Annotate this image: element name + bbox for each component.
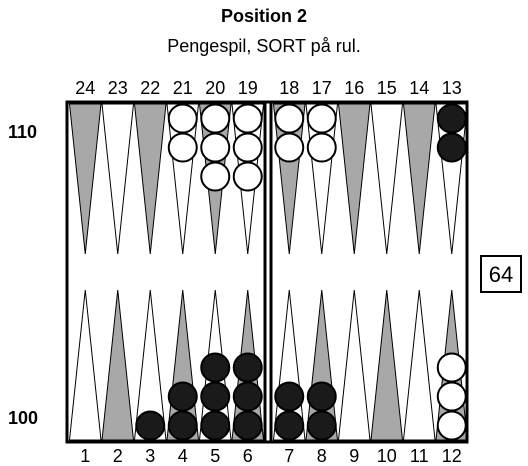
point-label-bottom: 1	[80, 446, 90, 466]
black-checker[interactable]	[167, 410, 198, 441]
position-subtitle: Pengespil, SORT på rul.	[167, 36, 361, 56]
white-checker[interactable]	[232, 103, 263, 134]
point-label-top: 23	[108, 78, 128, 98]
point-triangle-23[interactable]	[101, 103, 135, 255]
cube-box	[480, 255, 522, 293]
point-label-bottom: 6	[243, 446, 253, 466]
black-checker[interactable]	[135, 410, 166, 441]
board-frame	[65, 100, 469, 444]
white-checker[interactable]	[200, 132, 231, 163]
doubling-cube[interactable]: 64	[480, 255, 522, 293]
black-checker[interactable]	[436, 132, 467, 163]
black-checker[interactable]	[274, 410, 305, 441]
point-label-bottom: 7	[284, 446, 294, 466]
point-label-top: 21	[173, 78, 193, 98]
bottom-pip-count: 100	[8, 408, 38, 428]
black-checker[interactable]	[200, 352, 231, 383]
black-checker[interactable]	[274, 381, 305, 412]
point-label-top: 16	[344, 78, 364, 98]
checkers-layer	[135, 103, 467, 441]
point-label-top: 18	[279, 78, 299, 98]
top-pip-count: 110	[8, 122, 37, 142]
point-label-top: 24	[75, 78, 95, 98]
point-label-bottom: 4	[178, 446, 188, 466]
point-label-bottom: 5	[210, 446, 220, 466]
white-checker[interactable]	[167, 103, 198, 134]
point-triangle-24[interactable]	[68, 103, 102, 255]
point-label-bottom: 12	[442, 446, 462, 466]
point-triangle-15[interactable]	[370, 103, 404, 255]
point-label-bottom: 3	[145, 446, 155, 466]
black-checker[interactable]	[167, 381, 198, 412]
point-label-top: 13	[442, 78, 462, 98]
point-label-bottom: 10	[377, 446, 397, 466]
black-checker[interactable]	[306, 410, 337, 441]
black-checker[interactable]	[200, 410, 231, 441]
black-checker[interactable]	[232, 410, 263, 441]
point-triangle-9[interactable]	[337, 289, 371, 441]
point-label-bottom: 8	[317, 446, 327, 466]
point-triangle-14[interactable]	[402, 103, 436, 255]
point-triangle-2[interactable]	[101, 289, 135, 441]
white-checker[interactable]	[274, 132, 305, 163]
white-checker[interactable]	[306, 132, 337, 163]
white-checker[interactable]	[274, 103, 305, 134]
black-checker[interactable]	[306, 381, 337, 412]
white-checker[interactable]	[306, 103, 337, 134]
point-triangle-22[interactable]	[133, 103, 167, 255]
white-checker[interactable]	[200, 161, 231, 192]
white-checker[interactable]	[232, 161, 263, 192]
point-triangle-11[interactable]	[402, 289, 436, 441]
point-label-bottom: 9	[349, 446, 359, 466]
point-label-top: 19	[238, 78, 258, 98]
white-checker[interactable]	[436, 352, 467, 383]
point-triangle-1[interactable]	[68, 289, 102, 441]
point-label-bottom: 11	[410, 446, 429, 466]
point-label-top: 20	[205, 78, 225, 98]
black-checker[interactable]	[200, 381, 231, 412]
point-label-top: 15	[377, 78, 397, 98]
cube-value: 64	[489, 262, 513, 287]
point-triangle-16[interactable]	[337, 103, 371, 255]
point-label-bottom: 2	[113, 446, 123, 466]
point-label-top: 17	[312, 78, 332, 98]
point-label-top: 22	[140, 78, 160, 98]
white-checker[interactable]	[436, 410, 467, 441]
black-checker[interactable]	[232, 381, 263, 412]
white-checker[interactable]	[167, 132, 198, 163]
point-triangle-10[interactable]	[370, 289, 404, 441]
white-checker[interactable]	[232, 132, 263, 163]
black-checker[interactable]	[436, 103, 467, 134]
white-checker[interactable]	[200, 103, 231, 134]
point-label-top: 14	[409, 78, 429, 98]
points-layer	[68, 103, 469, 441]
white-checker[interactable]	[436, 381, 467, 412]
position-title: Position 2	[220, 6, 307, 26]
black-checker[interactable]	[232, 352, 263, 383]
